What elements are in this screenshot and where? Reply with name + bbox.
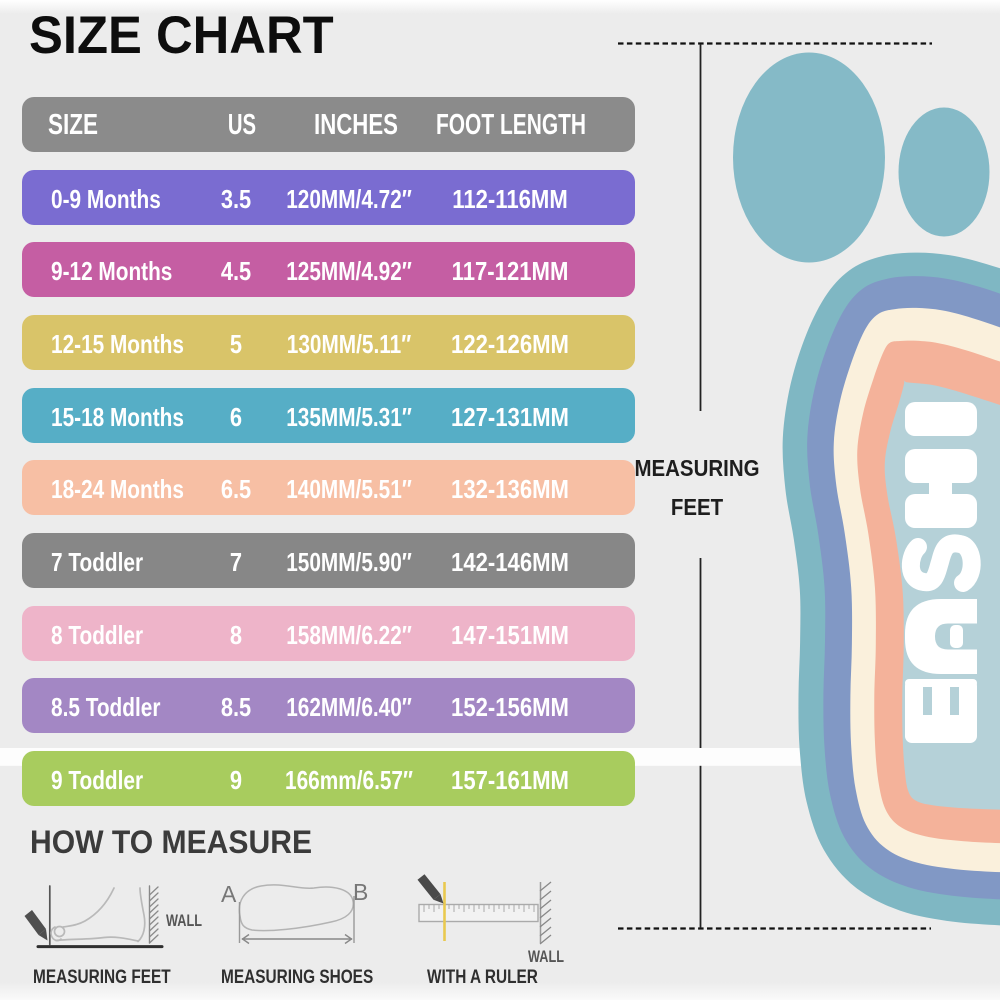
svg-text:WALL: WALL bbox=[528, 949, 564, 967]
svg-text:B: B bbox=[353, 879, 368, 905]
svg-text:WALL: WALL bbox=[166, 913, 202, 931]
svg-text:A: A bbox=[221, 881, 237, 907]
